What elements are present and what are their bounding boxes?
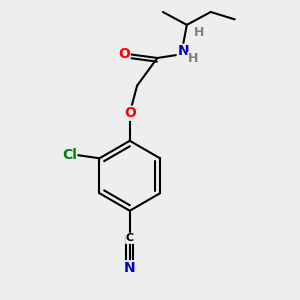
Text: N: N: [124, 261, 136, 275]
Text: H: H: [188, 52, 198, 65]
Text: O: O: [118, 47, 130, 61]
Text: H: H: [194, 26, 204, 39]
Text: C: C: [126, 233, 134, 243]
Text: Cl: Cl: [62, 148, 77, 162]
Text: O: O: [124, 106, 136, 120]
Text: N: N: [177, 44, 189, 58]
